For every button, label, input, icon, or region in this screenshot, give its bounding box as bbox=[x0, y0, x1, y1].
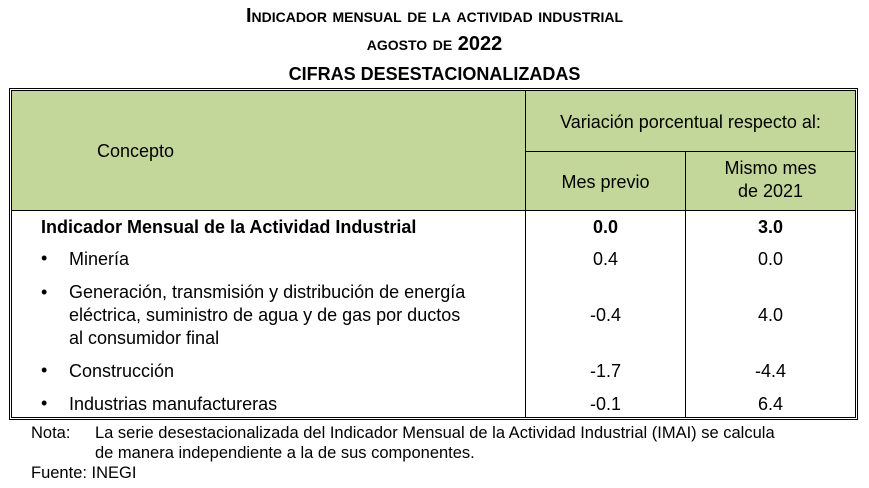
row-mismo-mes: 0.0 bbox=[757, 249, 784, 269]
row-mes-previo: -0.4 bbox=[589, 305, 622, 325]
row-concepto: Construcción bbox=[69, 361, 175, 381]
header-mismo-mes: Mismo mes de 2021 bbox=[686, 157, 855, 203]
note-label: Nota: bbox=[31, 424, 71, 442]
header-mes-previo: Mes previo bbox=[561, 172, 650, 192]
row-mismo-mes: 6.4 bbox=[757, 394, 784, 414]
divider bbox=[525, 91, 526, 417]
data-table: Concepto Variación porcentual respecto a… bbox=[9, 88, 858, 420]
row-concepto-l1: Generación, transmisión y distribución d… bbox=[69, 282, 466, 302]
source: Fuente: INEGI bbox=[31, 464, 137, 482]
row-concepto: Indicador Mensual de la Actividad Indust… bbox=[41, 217, 417, 237]
bullet: • bbox=[41, 248, 48, 268]
row-concepto: Generación, transmisión y distribución d… bbox=[69, 281, 465, 350]
header-mismo-mes-l1: Mismo mes bbox=[724, 158, 817, 178]
bullet: • bbox=[41, 282, 48, 302]
note-line1: La serie desestacionalizada del Indicado… bbox=[95, 424, 775, 442]
row-mes-previo: -0.1 bbox=[589, 394, 622, 414]
divider bbox=[525, 151, 855, 152]
row-concepto: Minería bbox=[69, 249, 130, 269]
divider bbox=[685, 152, 686, 417]
row-mismo-mes: 3.0 bbox=[757, 217, 784, 237]
row-concepto-l3: al consumidor final bbox=[69, 328, 220, 348]
note-line2: de manera independiente a la de sus comp… bbox=[95, 444, 475, 462]
row-mes-previo: -1.7 bbox=[589, 361, 622, 381]
title-line3: CIFRAS DESESTACIONALIZADAS bbox=[288, 64, 581, 84]
header-mismo-mes-l2: de 2021 bbox=[737, 181, 804, 201]
row-concepto-l2: eléctrica, suministro de agua y de gas p… bbox=[69, 305, 461, 325]
header-concepto: Concepto bbox=[97, 141, 175, 161]
bullet: • bbox=[41, 393, 48, 413]
row-mes-previo: 0.4 bbox=[592, 249, 619, 269]
row-mes-previo: 0.0 bbox=[592, 217, 619, 237]
header-variacion: Variación porcentual respecto al: bbox=[560, 112, 821, 132]
row-mismo-mes: 4.0 bbox=[757, 305, 784, 325]
row-mismo-mes: -4.4 bbox=[754, 361, 787, 381]
title-line1: Indicador mensual de la actividad indust… bbox=[245, 5, 624, 27]
bullet: • bbox=[41, 360, 48, 380]
title-line2: agosto de 2022 bbox=[366, 33, 503, 55]
row-concepto: Industrias manufactureras bbox=[69, 394, 278, 414]
